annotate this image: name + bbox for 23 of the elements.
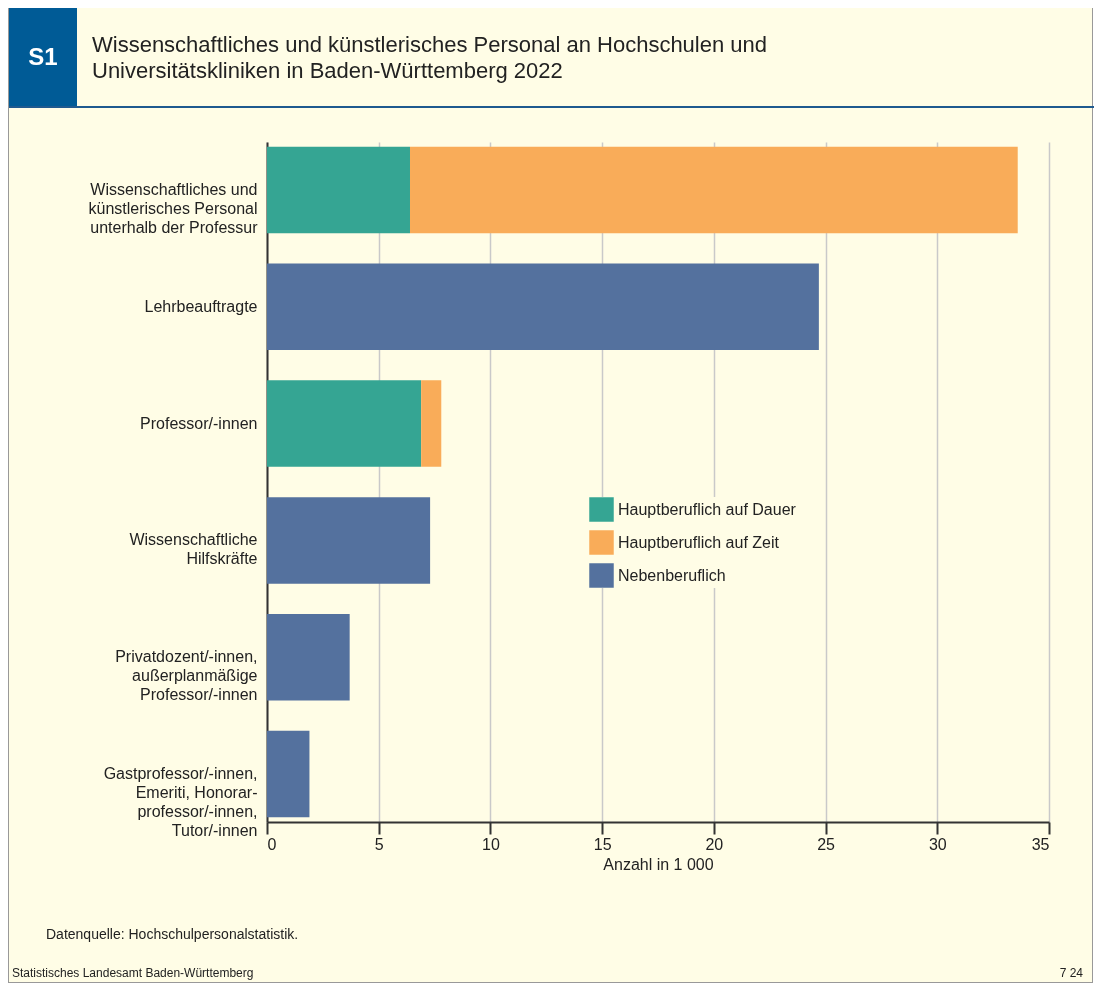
x-tick-label: 10 — [482, 835, 500, 853]
y-tick-label: Gastprofessor/-innen, Emeriti, Honorar-professor/-innen, Tutor/-innen — [103, 765, 258, 840]
y-tick-label: Lehrbeauftragte — [144, 297, 258, 315]
y-tick-label: Privatdozent/-innen, außerplanmäßige Professor/-innen — [115, 648, 258, 704]
x-tick-label: 15 — [593, 835, 612, 853]
x-axis-title: Anzahl in 1 000 — [603, 855, 714, 873]
x-tick-label: 20 — [705, 835, 724, 853]
x-tick-label: 30 — [928, 835, 947, 853]
chart-title: Wissenschaftliches und künstlerisches Personal an Hochschulen und Universitätskliniken in Baden-Württemberg 2022 — [92, 32, 769, 84]
x-tick-label: 35 — [1031, 835, 1050, 853]
text: S1 — [9, 8, 77, 106]
x-tick-label: 5 — [374, 835, 384, 853]
legend-label: Hauptberuflich auf Zeit — [618, 533, 780, 551]
y-tick-label: Wissenschaftliches und künstlerisches Personal unterhalb der Professur — [88, 180, 259, 236]
text: 7 24 — [1059, 966, 1083, 980]
x-tick-label: 0 — [267, 835, 277, 853]
legend-label: Nebenberuflich — [618, 566, 726, 584]
legend-label: Hauptberuflich auf Dauer — [618, 500, 797, 518]
y-tick-label: Wissenschaftliche Hilfskräfte — [129, 531, 258, 568]
x-tick-label: 25 — [817, 835, 836, 853]
text: Datenquelle: Hochschulpersonalstatistik. — [46, 926, 299, 942]
y-tick-label: Professor/-innen — [140, 414, 258, 432]
text: Statistisches Landesamt Baden-Württemberg — [12, 966, 254, 980]
